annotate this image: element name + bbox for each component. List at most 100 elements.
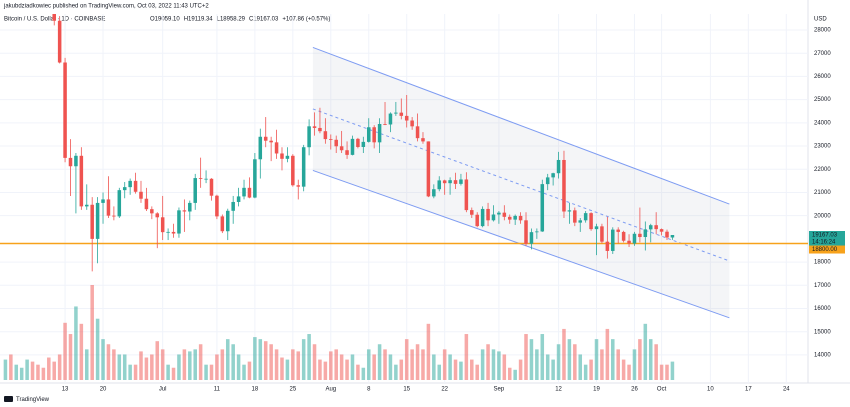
candle-body [513,215,517,220]
volume-bar [307,334,311,380]
y-tick-label: 28000 [814,28,831,34]
candle-body [366,127,371,142]
volume-bar [480,349,485,380]
volume-bar [600,349,604,380]
volume-bar [643,323,648,380]
volume-bar [383,349,387,380]
candle-body [68,157,73,167]
volume-bar [339,354,344,380]
candle-body [437,180,442,190]
candle-body [659,229,664,232]
candle-body [188,202,192,212]
volume-bar [19,367,24,380]
volume-bar [594,339,599,380]
volume-bar [659,364,664,380]
candle-body [377,124,382,143]
candle-body [621,231,626,241]
candle-body [388,113,393,125]
volume-bar [611,339,615,380]
x-tick-label: 11 [214,387,221,393]
candle-body [475,214,479,227]
candle-body [350,138,355,155]
candle-body [480,208,485,227]
volume-bar [90,285,94,380]
candle-body [253,159,257,198]
candle-body [415,126,420,139]
volume-bar [437,364,442,380]
y-tick-label: 26000 [814,74,831,80]
candle-body [280,153,284,159]
volume-bar [274,349,279,380]
x-tick-label: 19 [593,387,600,393]
candle-body [648,225,653,230]
candle-body [502,212,507,217]
candle-body [507,216,512,220]
volume-bar [654,344,658,380]
volume-bar [670,361,675,380]
volume-bar [475,364,479,380]
volume-bar [9,354,13,380]
x-tick-label: 22 [441,387,448,393]
volume-bar [68,334,73,380]
volume-bar [41,367,46,380]
volume-bar [410,349,414,380]
candle-body [139,191,143,199]
volume-bar [394,364,398,380]
x-tick-label: 8 [367,387,371,393]
candle-body [307,126,311,148]
volume-bar [578,354,583,380]
candle-body [236,196,241,202]
volume-bar [497,351,501,380]
volume-bar [263,341,268,380]
grid [0,14,808,383]
candle-body [318,127,322,132]
legend-value: H19119.34 [184,17,214,23]
legend-value: O19059.10 [150,17,180,23]
volume-bar [95,318,100,380]
volume-bar [627,364,631,380]
candle-body [334,139,338,147]
y-tick-label: 14000 [814,352,831,358]
volume-bar [117,354,122,380]
candle-body [616,229,620,232]
candle-body [470,210,474,215]
candle-body [209,178,214,196]
candle-body [632,233,637,244]
volume-bar [567,339,572,380]
candle-body [551,173,555,178]
candle-body [556,159,561,174]
volume-bar [63,322,67,380]
candle-body [535,231,539,233]
y-tick-label: 22000 [814,167,831,173]
candle-body [247,187,252,198]
x-tick-label: 20 [100,387,107,393]
volume-bar [361,367,366,380]
channel-fill [312,47,730,318]
candle-body [518,215,523,221]
volume-bar [236,354,241,380]
y-tick-label: 18000 [814,260,831,266]
candle-body [329,139,333,140]
y-tick-label: 17000 [814,283,831,289]
volume-bar [638,339,642,380]
candle-body [404,115,409,121]
volume-bar [448,354,452,380]
volume-bar [74,306,78,380]
candle-body [361,141,366,147]
candle-body [356,138,360,147]
candle-body [285,155,290,159]
volume-bar [225,339,230,380]
volume-bar [502,354,507,380]
candle-body [57,20,62,63]
candle-body [95,202,100,239]
candle-body [242,187,246,197]
candle-body [128,180,132,188]
volume-bar [648,339,653,380]
candle-body [589,213,593,230]
candle-body [464,179,469,211]
volume-bar [188,351,192,380]
x-tick-label: 26 [631,387,638,393]
y-tick-label: 20000 [814,213,831,219]
volume-bar [562,328,566,380]
candle-body [383,124,387,125]
